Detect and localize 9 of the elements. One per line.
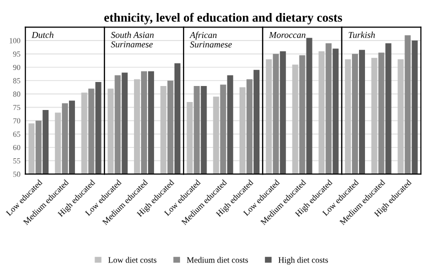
legend-label: High diet costs [278, 256, 328, 264]
chart-subtitle: ethnicity, level of education and dietary costs [104, 12, 342, 24]
legend-label: Medium diet costs [186, 256, 248, 263]
chart-title: Dutch [32, 32, 54, 38]
text: South Asian Surinamese [110, 32, 154, 48]
legend-label: Low diet costs [108, 256, 156, 263]
chart-title: Turkish [348, 32, 375, 38]
text: African Surinamese [189, 32, 232, 48]
chart-title: Moroccan [268, 32, 306, 38]
